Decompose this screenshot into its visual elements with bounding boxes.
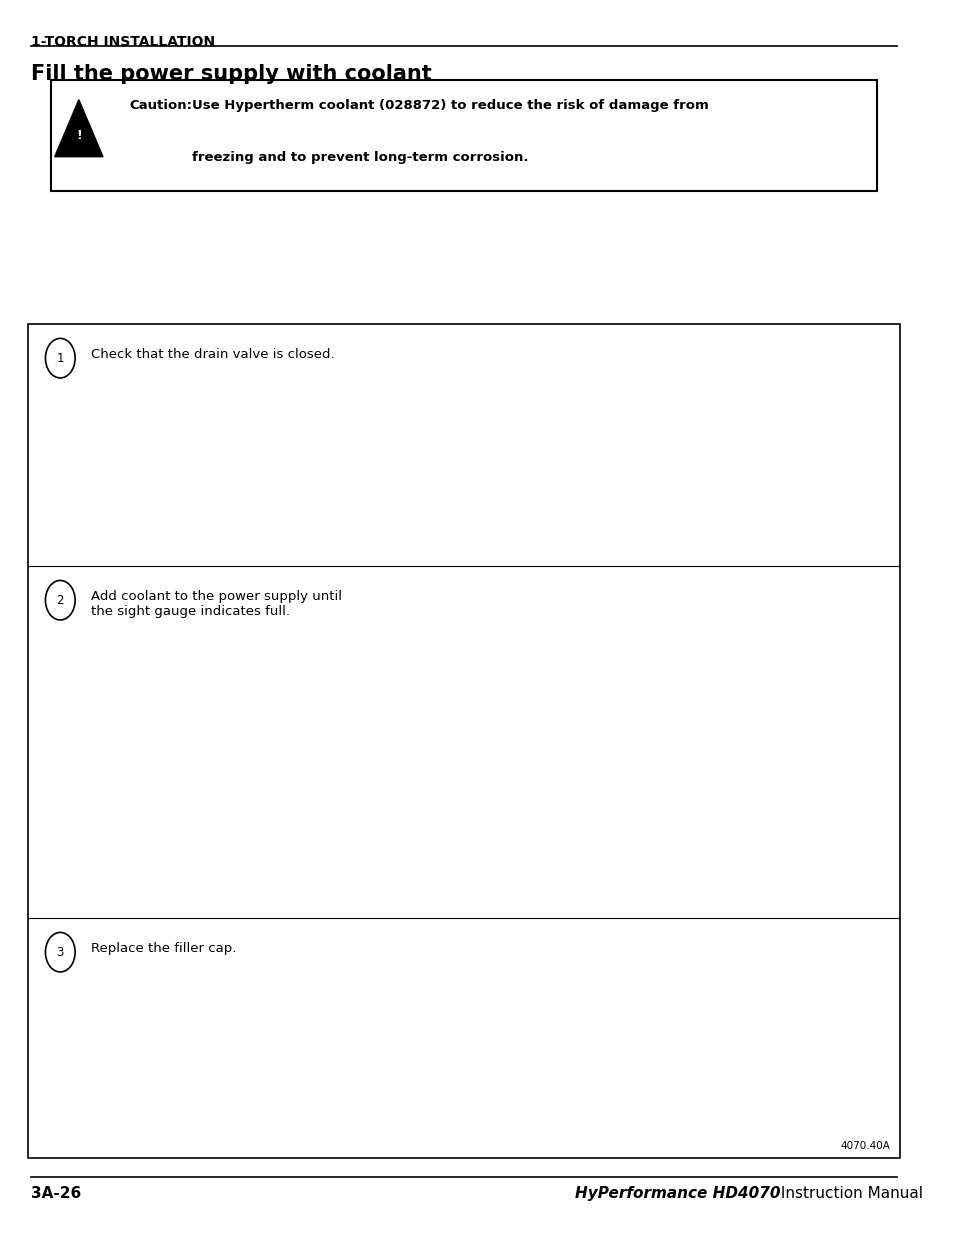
Text: 3A-26: 3A-26 — [30, 1186, 81, 1200]
Text: Instruction Manual: Instruction Manual — [776, 1186, 923, 1200]
FancyBboxPatch shape — [28, 324, 899, 1158]
Text: 2: 2 — [56, 594, 64, 606]
Text: Check that the drain valve is closed.: Check that the drain valve is closed. — [91, 348, 335, 362]
Text: Replace the filler cap.: Replace the filler cap. — [91, 942, 236, 956]
Text: Use Hypertherm coolant (028872) to reduce the risk of damage from: Use Hypertherm coolant (028872) to reduc… — [192, 99, 708, 112]
Text: HyPerformance HD4070: HyPerformance HD4070 — [575, 1186, 780, 1200]
FancyBboxPatch shape — [51, 80, 876, 191]
Text: Add coolant to the power supply until
the sight gauge indicates full.: Add coolant to the power supply until th… — [91, 590, 341, 619]
Text: Caution:: Caution: — [130, 99, 193, 112]
Text: Fill the power supply with coolant: Fill the power supply with coolant — [30, 64, 431, 84]
Text: 1-TORCH INSTALLATION: 1-TORCH INSTALLATION — [30, 35, 214, 48]
Text: 4070.40A: 4070.40A — [840, 1141, 889, 1151]
Polygon shape — [54, 100, 103, 157]
Text: !: ! — [76, 130, 82, 142]
Text: 3: 3 — [56, 946, 64, 958]
Text: freezing and to prevent long-term corrosion.: freezing and to prevent long-term corros… — [192, 151, 528, 164]
Text: 1: 1 — [56, 352, 64, 364]
